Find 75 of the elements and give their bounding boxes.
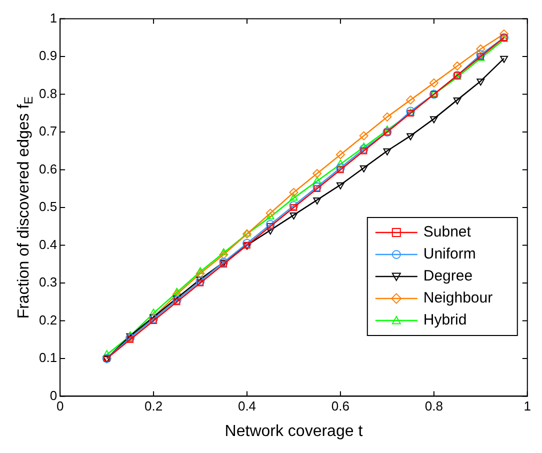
point	[383, 148, 392, 156]
point	[359, 144, 368, 154]
point	[336, 160, 344, 167]
x-tick-label: 0.2	[144, 398, 163, 414]
point	[290, 212, 298, 220]
legend-label: Uniform	[423, 246, 476, 263]
legend-label: Degree	[423, 268, 473, 285]
point	[266, 208, 275, 218]
point	[314, 185, 320, 192]
x-tick-label: 0.8	[424, 398, 443, 414]
point	[219, 250, 228, 260]
y-tick-label: 0.5	[38, 199, 58, 214]
y-tick-label: 0.7	[38, 124, 58, 139]
x-tick-label: 0.4	[238, 398, 256, 414]
point	[220, 248, 228, 256]
point	[406, 133, 415, 140]
y-tick-label: 0	[50, 388, 58, 403]
y-tick-label: 0.6	[38, 161, 58, 176]
point	[313, 197, 322, 204]
point	[267, 223, 274, 230]
point	[500, 56, 508, 63]
point	[476, 44, 486, 54]
legend-label: Subnet	[423, 224, 472, 241]
legend-label: Neighbour	[423, 290, 493, 307]
point	[150, 308, 158, 316]
point	[150, 317, 157, 324]
y-tick-label: 0.2	[38, 312, 58, 328]
point	[360, 148, 368, 154]
point	[266, 220, 275, 229]
point	[336, 163, 345, 172]
point	[336, 150, 345, 160]
point	[476, 78, 485, 86]
point	[242, 238, 252, 248]
point	[500, 29, 509, 38]
point	[289, 201, 298, 210]
point	[360, 142, 368, 150]
point	[196, 267, 204, 274]
x-tick-label: 1	[524, 398, 531, 414]
point	[382, 112, 392, 122]
y-tick-label: 0.8	[38, 86, 58, 101]
point	[383, 126, 392, 133]
point	[476, 50, 486, 60]
point	[337, 166, 344, 174]
y-tick-label: 1	[50, 10, 58, 26]
y-axis-title: Fraction of discovered edges fE	[15, 96, 36, 319]
x-tick-label: 0.6	[331, 398, 350, 414]
point	[336, 182, 344, 190]
point	[312, 182, 322, 192]
point	[312, 169, 322, 178]
point	[172, 288, 181, 295]
point	[406, 95, 416, 104]
legend-label: Hybrid	[423, 312, 467, 329]
y-tick-label: 0.3	[38, 274, 58, 290]
point	[243, 229, 251, 236]
point	[289, 188, 298, 197]
point	[266, 228, 274, 235]
point	[196, 269, 205, 278]
point	[430, 116, 438, 124]
y-tick-label: 0.1	[38, 350, 58, 366]
point	[453, 97, 462, 104]
point	[172, 290, 182, 299]
y-tick-label: 0.9	[38, 48, 58, 64]
point	[290, 194, 298, 201]
point	[196, 280, 204, 286]
point	[313, 176, 322, 184]
point	[266, 212, 274, 220]
point	[290, 204, 298, 211]
point	[359, 131, 368, 140]
point	[174, 298, 180, 306]
x-axis-title: Network coverage t	[224, 422, 364, 440]
y-tick-label: 0.4	[38, 236, 58, 252]
point	[452, 61, 462, 70]
point	[126, 336, 134, 343]
point	[360, 165, 368, 172]
point	[429, 78, 438, 88]
